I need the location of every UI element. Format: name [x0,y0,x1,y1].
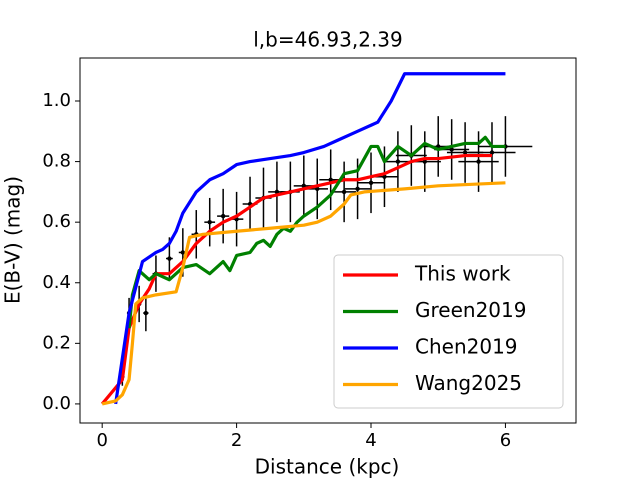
legend-label: Wang2025 [415,371,522,395]
series-line [114,72,506,405]
x-axis-label: Distance (kpc) [255,455,400,479]
data-point [462,150,468,155]
y-axis-label: E(B-V) (mag) [1,176,25,304]
data-point [274,189,280,195]
data-point [167,256,172,261]
data-point [220,213,226,219]
data-point [315,186,320,192]
legend-box [333,254,564,409]
data-point [449,147,454,152]
y-tick-label: 0.6 [42,211,71,232]
data-point [382,174,387,179]
data-point [341,189,347,195]
y-tick-label: 0.0 [42,393,71,414]
data-point [476,159,481,164]
data-point [489,150,495,155]
y-tick-label: 0.8 [42,151,71,172]
data-point [355,186,360,192]
data-point [180,250,186,255]
legend-label: This work [414,262,511,286]
y-tick-label: 0.4 [42,272,71,293]
data-point [422,159,427,164]
x-tick-label: 2 [231,430,242,451]
legend: This work Green2019 Chen2019 Wang2025 [333,254,564,409]
data-point [395,159,401,164]
plot-area [100,72,533,406]
chart-title: l,b=46.93,2.39 [253,28,403,52]
series-line [101,181,506,406]
data-point [207,219,212,225]
data-point [301,183,307,189]
data-point [143,310,149,316]
legend-label: Chen2019 [415,335,518,359]
legend-label: Green2019 [415,298,526,322]
y-tick-label: 0.2 [42,332,71,353]
x-tick-label: 6 [500,430,511,451]
data-point [368,180,374,185]
series-line [100,153,492,405]
axes: 0 2 4 6 0.0 0.2 0.4 0.6 0.8 1.0 [42,90,511,451]
x-tick-label: 4 [365,430,376,451]
axes-frame [79,57,577,424]
y-tick-label: 1.0 [42,90,71,111]
data-point [328,177,333,182]
x-tick-label: 0 [96,430,107,451]
